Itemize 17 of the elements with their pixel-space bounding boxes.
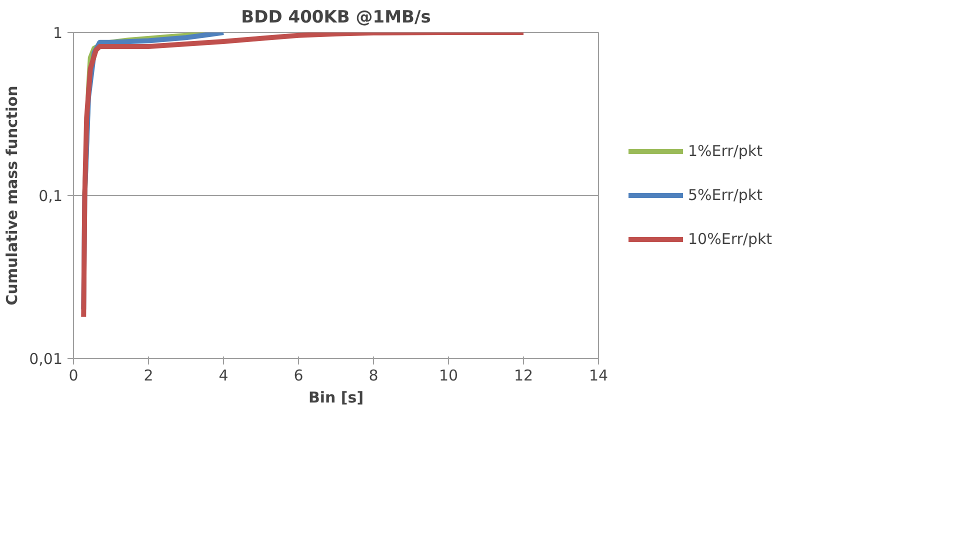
x-tick-label: 4 <box>218 366 228 384</box>
legend-label: 5%Err/pkt <box>688 186 762 204</box>
y-axis-title: Cumulative mass function <box>3 86 22 306</box>
x-tick-label: 6 <box>294 366 304 384</box>
chart-title: BDD 400KB @1MB/s <box>241 8 431 28</box>
x-tick-label: 0 <box>68 366 78 384</box>
x-tick-label: 8 <box>368 366 378 384</box>
y-tick-label: 0,1 <box>38 187 63 205</box>
legend-label: 10%Err/pkt <box>688 230 772 248</box>
y-tick-label: 0,01 <box>29 350 63 368</box>
x-axis-title: Bin [s] <box>308 388 364 406</box>
x-tick-label: 10 <box>438 366 458 384</box>
x-tick-label: 2 <box>144 366 154 384</box>
x-tick-label: 14 <box>588 366 608 384</box>
y-tick-label: 1 <box>52 24 63 42</box>
legend-label: 1%Err/pkt <box>688 142 762 160</box>
x-tick-label: 12 <box>514 366 534 384</box>
